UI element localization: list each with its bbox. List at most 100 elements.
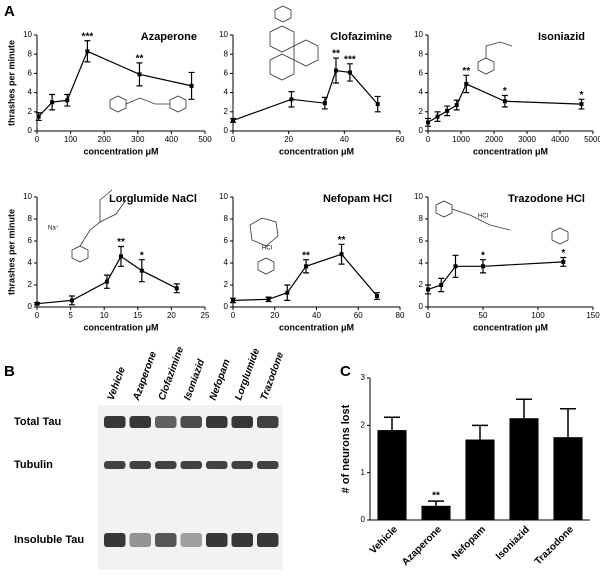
- x-tick-label: 40: [340, 135, 349, 144]
- data-point: [561, 259, 566, 264]
- x-axis-label: concentration μM: [83, 322, 158, 332]
- data-point: [69, 298, 74, 303]
- data-line: [427, 261, 564, 290]
- y-tick-label: 4: [28, 88, 33, 97]
- x-tick-label: 400: [165, 135, 179, 144]
- y-tick-label: 10: [23, 30, 32, 39]
- x-tick-label: 1000: [452, 135, 470, 144]
- data-point: [119, 254, 123, 259]
- data-point: [375, 102, 380, 107]
- data-point: [453, 264, 458, 269]
- data-point: [435, 114, 440, 119]
- data-point: [333, 68, 338, 73]
- blot-band: [155, 533, 177, 547]
- data-line: [232, 253, 378, 301]
- annotation: HCl: [478, 214, 488, 220]
- x-tick-label: 20: [270, 311, 279, 320]
- data-point: [285, 290, 290, 295]
- data-point: [322, 101, 327, 106]
- significance: ***: [344, 54, 356, 65]
- y-tick-label: 4: [28, 258, 33, 267]
- data-point: [347, 70, 352, 75]
- significance: *: [140, 250, 144, 261]
- x-tick-label: 80: [396, 311, 405, 320]
- blot-band: [155, 416, 177, 428]
- significance: **: [338, 235, 346, 246]
- significance: *: [503, 86, 507, 97]
- x-tick-label: 0: [35, 135, 40, 144]
- x-tick-label: Isoniazid: [494, 524, 532, 562]
- y-tick-label: 2: [28, 280, 33, 289]
- y-tick-label: 10: [219, 30, 228, 39]
- y-tick-label: 8: [28, 214, 33, 223]
- y-tick-label: 2: [224, 107, 229, 116]
- annotation: Na⁺: [48, 225, 59, 232]
- data-point: [481, 264, 485, 269]
- data-point: [426, 120, 430, 125]
- blot-band: [129, 533, 151, 547]
- blot-band: [180, 461, 202, 469]
- y-tick-label: 2: [28, 107, 33, 116]
- data-point: [104, 279, 109, 284]
- y-tick-label: 3: [361, 373, 366, 382]
- x-tick-label: 100: [531, 311, 545, 320]
- x-tick-label: 10: [100, 311, 109, 320]
- x-tick-label: 5: [68, 311, 73, 320]
- data-point: [266, 297, 271, 302]
- significance: **: [136, 53, 144, 64]
- x-tick-label: 15: [133, 311, 142, 320]
- x-tick-label: Nefopam: [450, 524, 488, 562]
- x-tick-label: 2000: [485, 135, 503, 144]
- x-tick-label: 40: [312, 311, 321, 320]
- y-tick-label: 6: [28, 69, 33, 78]
- chart-title: Lorglumide NaCl: [109, 193, 197, 205]
- data-line: [38, 50, 192, 118]
- y-tick-label: 6: [28, 236, 33, 245]
- error-bar: [560, 408, 576, 438]
- blot-band: [257, 416, 279, 428]
- row-label: Tubulin: [14, 459, 53, 471]
- x-tick-label: 200: [98, 135, 112, 144]
- x-tick-label: 25: [201, 311, 210, 320]
- lane-label: Nefopam: [208, 358, 233, 402]
- lane-label: Vehicle: [106, 365, 128, 402]
- bar: [509, 418, 539, 520]
- panel-label: C: [340, 363, 351, 380]
- y-tick-label: 2: [361, 420, 366, 429]
- bar: [553, 437, 583, 520]
- data-point: [231, 118, 235, 123]
- panel-label: B: [4, 363, 15, 380]
- blot-band: [231, 533, 253, 547]
- data-point: [189, 83, 194, 88]
- blot-band: [231, 416, 253, 428]
- x-tick-label: Azaperone: [400, 524, 444, 568]
- data-point: [445, 108, 450, 113]
- error-bar: [428, 500, 444, 506]
- significance: *: [579, 90, 583, 101]
- x-tick-label: 60: [396, 135, 405, 144]
- x-tick-label: 5000: [584, 135, 600, 144]
- data-line: [36, 255, 178, 305]
- y-tick-label: 4: [224, 88, 229, 97]
- y-tick-label: 0: [28, 302, 33, 311]
- y-tick-label: 10: [23, 192, 32, 201]
- data-point: [35, 301, 39, 306]
- x-tick-label: 3000: [518, 135, 536, 144]
- x-tick-label: 20: [167, 311, 176, 320]
- significance: **: [462, 66, 470, 77]
- blot-band: [155, 461, 177, 469]
- y-tick-label: 0: [224, 126, 229, 135]
- significance: ***: [82, 31, 94, 42]
- annotation: HCl: [262, 246, 272, 252]
- data-point: [139, 268, 144, 273]
- chart-title: Azaperone: [141, 31, 197, 43]
- blot-band: [206, 533, 228, 547]
- lane-label: Lorglumide: [233, 347, 262, 402]
- chart-title: Isoniazid: [538, 31, 585, 43]
- chart-title: Nefopam HCl: [323, 193, 392, 205]
- y-axis-label: thrashes per minute: [6, 40, 16, 126]
- x-axis-label: concentration μM: [279, 146, 354, 156]
- bar: [421, 505, 451, 520]
- y-tick-label: 0: [28, 126, 33, 135]
- bar: [377, 430, 407, 520]
